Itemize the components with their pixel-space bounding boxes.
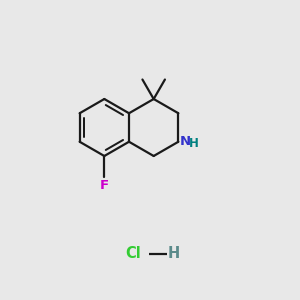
Text: N: N xyxy=(180,135,191,148)
Text: Cl: Cl xyxy=(126,246,141,261)
Text: F: F xyxy=(100,179,109,192)
Text: H: H xyxy=(168,246,180,261)
Text: H: H xyxy=(189,137,198,150)
